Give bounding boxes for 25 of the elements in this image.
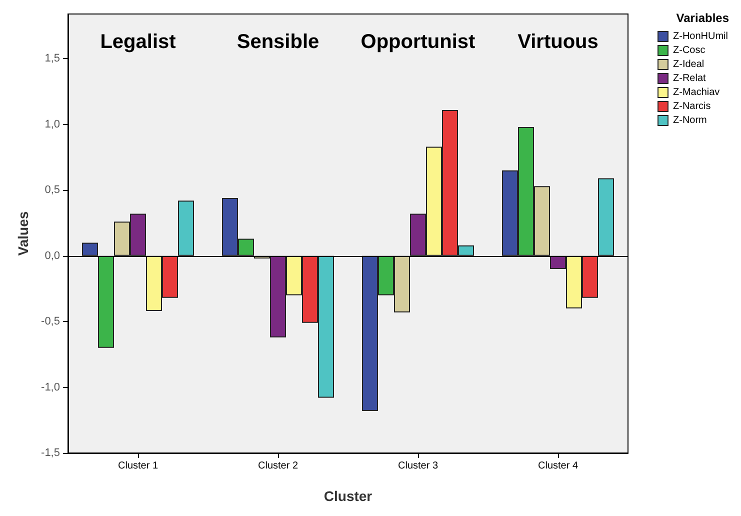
y-tick-label: -1,5 — [41, 447, 60, 459]
legend-label: Z-Relat — [673, 73, 706, 84]
x-tick-label: Cluster 2 — [258, 460, 298, 472]
x-tick-label: Cluster 1 — [118, 460, 158, 472]
y-tick-label: 0,0 — [44, 250, 60, 262]
legend-label: Z-Ideal — [673, 59, 704, 70]
y-axis-title: Values — [15, 211, 31, 256]
legend-label: Z-Cosc — [673, 45, 706, 56]
annotation: Virtuous — [518, 31, 598, 53]
legend-label: Z-Machiav — [673, 87, 720, 98]
legend-label: Z-Norm — [673, 115, 707, 126]
x-tick-label: Cluster 3 — [398, 460, 438, 472]
y-tick-label: -0,5 — [41, 316, 60, 328]
legend-label: Z-Narcis — [673, 101, 711, 112]
y-tick-label: 0,5 — [44, 184, 60, 196]
legend-label: Z-HonHUmil — [673, 31, 728, 42]
x-axis-title: Cluster — [324, 488, 373, 504]
legend-title: Variables — [676, 11, 730, 25]
y-tick-label: 1,0 — [44, 118, 60, 130]
y-tick-label: 1,5 — [44, 52, 60, 65]
annotation: Sensible — [236, 31, 320, 53]
annotation: Opportunist — [360, 31, 476, 53]
y-tick-label: -1,0 — [41, 381, 60, 394]
x-tick-label: Cluster 4 — [538, 460, 578, 472]
annotation: Legalist — [100, 31, 176, 53]
